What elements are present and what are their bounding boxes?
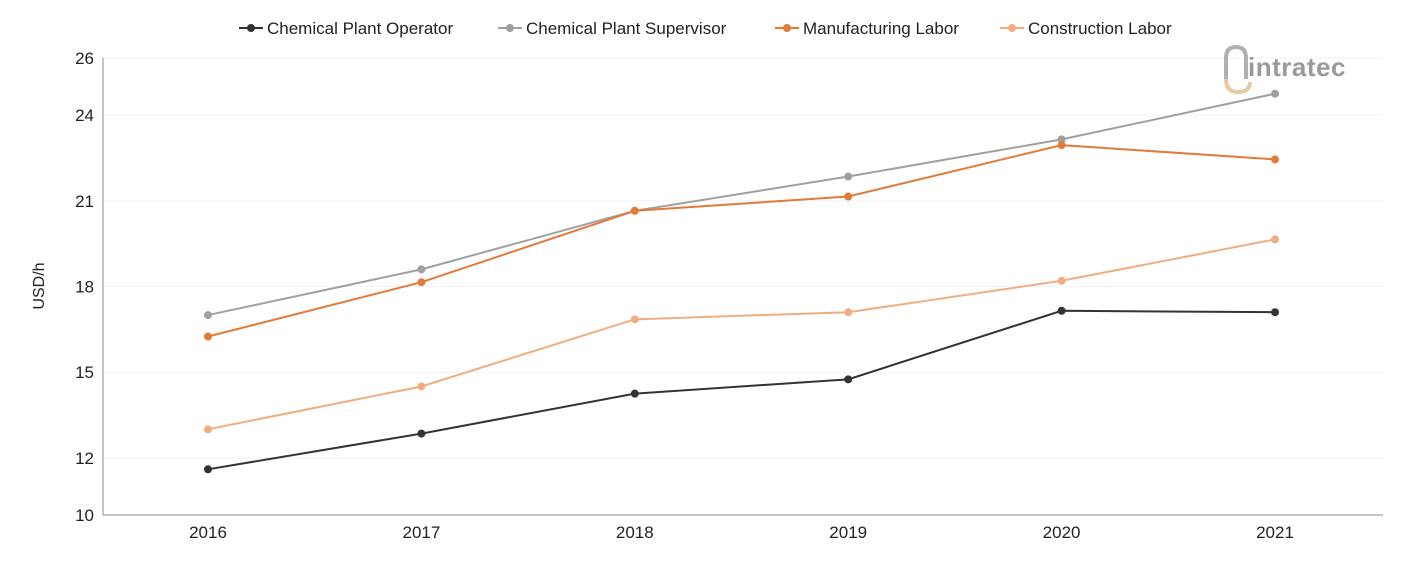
series-line [207, 144, 1276, 338]
y-tick-label: 15 [75, 363, 94, 382]
legend-item: Manufacturing Labor [775, 19, 959, 38]
series-group [204, 306, 1279, 474]
x-tick-label: 2017 [402, 523, 440, 542]
y-tick-label: 21 [75, 192, 94, 211]
data-point [1057, 141, 1066, 150]
legend-swatch-marker [506, 24, 514, 32]
data-point [844, 375, 853, 384]
data-point [1271, 308, 1279, 317]
legend-label: Chemical Plant Supervisor [526, 19, 727, 38]
logo-mark-icon [1224, 44, 1248, 79]
x-tick-label: 2019 [829, 523, 867, 542]
x-tick-label: 2020 [1043, 523, 1081, 542]
data-point [204, 465, 212, 474]
axes [102, 58, 1383, 516]
intratec-logo: intratec [1224, 44, 1346, 95]
series-line [207, 92, 1276, 317]
gridlines [103, 57, 1383, 459]
legend-item: Construction Labor [1000, 19, 1172, 38]
data-point [1057, 276, 1066, 285]
data-point [1057, 135, 1066, 144]
data-point [630, 389, 639, 398]
legend-swatch-marker [783, 24, 791, 32]
legend: Chemical Plant Operator Chemical Plant Su… [239, 19, 1172, 38]
y-tick-label: 24 [75, 106, 94, 125]
data-point [417, 382, 426, 391]
data-point [417, 429, 426, 438]
y-axis-label: USD/h [31, 262, 48, 309]
data-point [1057, 306, 1066, 315]
logo-text: intratec [1248, 52, 1346, 82]
y-tick-label: 26 [75, 49, 94, 68]
y-tick-labels: 10 12 15 18 21 24 26 [75, 49, 94, 525]
y-tick-label: 10 [75, 506, 94, 525]
data-point [1271, 155, 1279, 164]
x-tick-label: 2021 [1256, 523, 1294, 542]
series-line [207, 309, 1276, 471]
data-point [204, 311, 212, 320]
legend-label: Chemical Plant Operator [267, 19, 453, 38]
data-point [630, 315, 639, 324]
data-point [844, 192, 853, 201]
series-line [207, 238, 1276, 431]
legend-item: Chemical Plant Supervisor [498, 19, 727, 38]
legend-swatch-marker [1008, 24, 1016, 32]
data-point [417, 278, 426, 287]
series-group [204, 141, 1279, 341]
data-point [1271, 235, 1279, 244]
legend-label: Construction Labor [1028, 19, 1172, 38]
data-point [630, 206, 639, 215]
y-tick-label: 12 [75, 449, 94, 468]
legend-item: Chemical Plant Operator [239, 19, 453, 38]
data-point [417, 265, 426, 274]
legend-swatch-marker [247, 24, 255, 32]
data-point [204, 332, 212, 341]
x-tick-labels: 2016 2017 2018 2019 2020 2021 [189, 523, 1294, 542]
x-tick-label: 2016 [189, 523, 227, 542]
data-point [1271, 89, 1279, 98]
data-point [844, 308, 853, 317]
x-tick-label: 2018 [616, 523, 654, 542]
y-tick-label: 18 [75, 278, 94, 297]
data-point [844, 172, 853, 181]
logo-accent-icon [1224, 78, 1252, 95]
legend-label: Manufacturing Labor [803, 19, 959, 38]
series-lines [204, 89, 1279, 474]
data-point [204, 425, 212, 434]
series-group [204, 235, 1279, 434]
